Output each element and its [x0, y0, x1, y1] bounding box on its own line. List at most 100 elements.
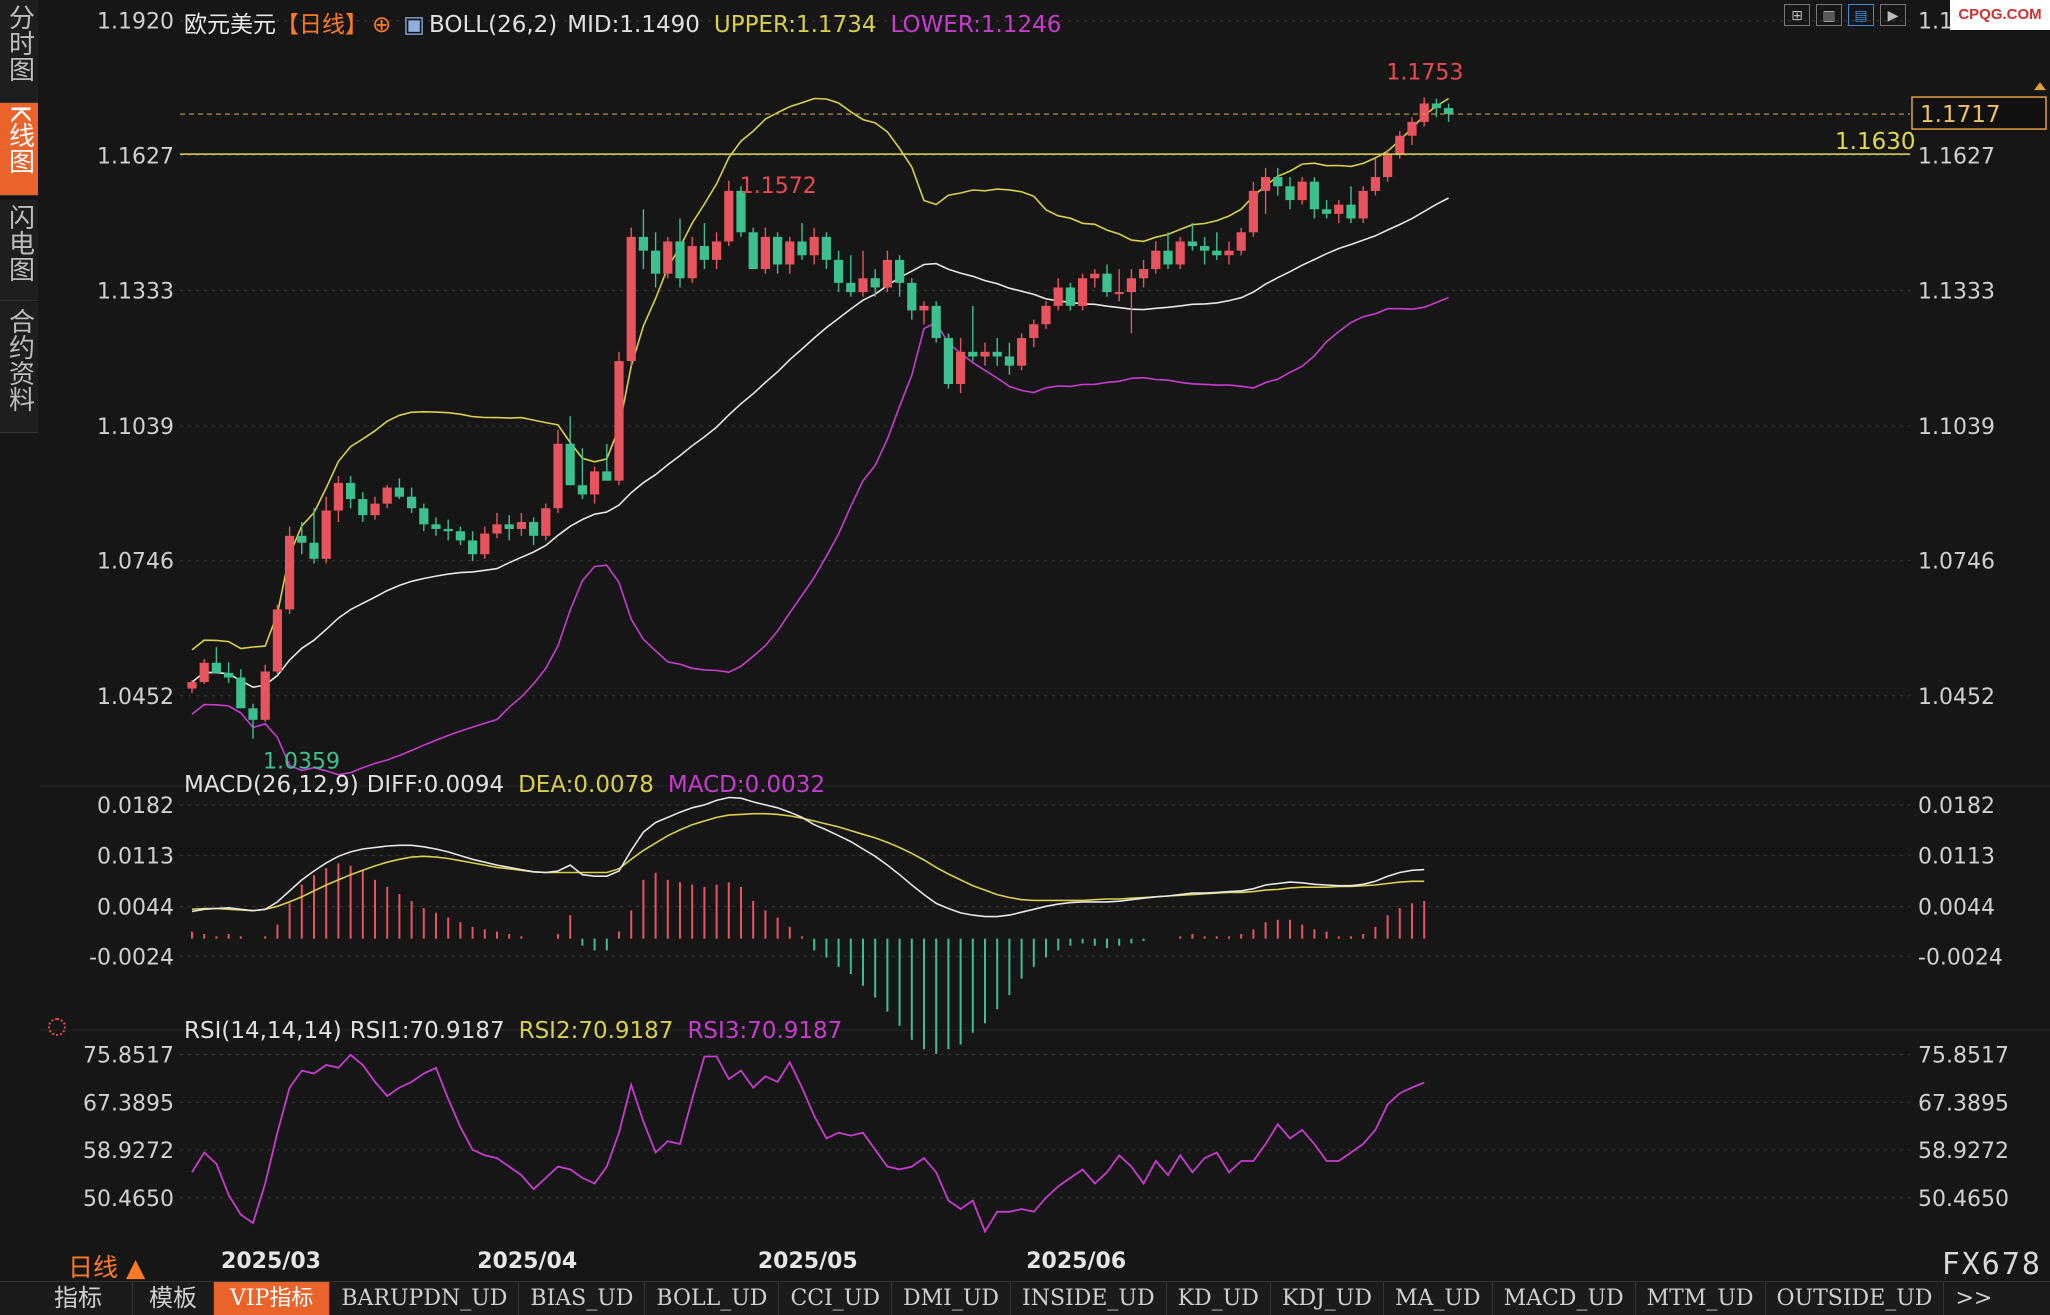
candle-body	[199, 662, 209, 683]
tab-contract-info-label: 合约资料	[4, 308, 35, 412]
tab-mtm[interactable]: MTM_UD	[1636, 1282, 1766, 1315]
candle-body	[663, 241, 673, 274]
candle-body	[1334, 204, 1344, 214]
brand-label: FX678	[1941, 1247, 2042, 1282]
candle-body	[651, 250, 661, 274]
tab-kline-chart[interactable]: K线图	[0, 103, 38, 196]
macd-value: MACD:0.0032	[667, 772, 826, 798]
candle-body	[675, 241, 685, 279]
tab-time-chart-label: 分时图	[4, 4, 35, 82]
candle-body	[1395, 135, 1405, 155]
candle-body	[504, 524, 514, 529]
candle-body	[285, 535, 295, 610]
rsi-panel	[191, 1053, 1425, 1234]
macd-ytick-right: 0.0182	[1918, 794, 1995, 819]
diff-line	[191, 796, 1425, 918]
settings-icon[interactable]	[48, 1018, 66, 1036]
tab-outside[interactable]: OUTSIDE_UD	[1766, 1282, 1945, 1315]
candle-body	[455, 531, 465, 541]
boll-upper-line	[191, 97, 1450, 651]
candle-body	[760, 236, 770, 270]
period-selector[interactable]: 日线 ▲	[68, 1248, 145, 1284]
candle-body	[1004, 356, 1014, 366]
candle-body	[1041, 305, 1051, 325]
current-price-box	[1911, 96, 2047, 130]
tab-ma[interactable]: MA_UD	[1384, 1282, 1493, 1315]
candle-body	[382, 487, 392, 504]
candle-body	[431, 524, 441, 529]
tab-more[interactable]: >>	[1955, 1286, 1993, 1311]
price-ytick-right: 1.0452	[1918, 685, 1995, 710]
candle-body	[931, 305, 941, 339]
grid-icon[interactable]: ⊞	[1784, 4, 1810, 26]
rsi-ytick-right: 50.4650	[1918, 1187, 2009, 1212]
forward-icon[interactable]: ▶	[1880, 4, 1906, 26]
tab-bias[interactable]: BIAS_UD	[519, 1282, 646, 1315]
candle-body	[443, 528, 453, 532]
price-header: 欧元美元【日线】 ⊕ ▣ BOLL(26,2) MID:1.1490 UPPER:1.17…	[184, 5, 1075, 39]
tab-kdj[interactable]: KDJ_UD	[1271, 1282, 1384, 1315]
candle-body	[272, 609, 282, 672]
price-ytick-left: 1.1920	[97, 10, 174, 35]
symbol-name: 欧元美元	[184, 12, 276, 38]
candle-body	[468, 540, 478, 555]
price-ytick-left: 1.1039	[97, 415, 174, 440]
macd-ytick-left: -0.0024	[89, 945, 174, 970]
candle-body	[773, 236, 783, 265]
rsi-ytick-left: 50.4650	[83, 1187, 174, 1212]
candle-body	[1358, 190, 1368, 219]
toolbar-icons: ⊞ ▥ ▤ ▶	[1784, 4, 1906, 26]
macd-ytick-right: 0.0044	[1918, 895, 1995, 920]
rsi-label: RSI(14,14,14)	[184, 1018, 342, 1044]
x-tick-label: 2025/04	[477, 1249, 577, 1274]
tab-dmi[interactable]: DMI_UD	[892, 1282, 1012, 1315]
candle-body	[419, 508, 429, 525]
tab-kd[interactable]: KD_UD	[1167, 1282, 1271, 1315]
candle-body	[1224, 250, 1234, 256]
price-arrow-icon	[2034, 82, 2046, 91]
tab-time-chart[interactable]: 分时图	[0, 0, 38, 103]
tab-contract-info[interactable]: 合约资料	[0, 302, 38, 433]
macd-ytick-left: 0.0044	[97, 895, 174, 920]
candle-body	[797, 241, 807, 256]
rsi-ytick-left: 58.9272	[83, 1139, 174, 1164]
tab-barupdn[interactable]: BARUPDN_UD	[330, 1282, 520, 1315]
add-indicator-icon[interactable]: ⊕	[372, 12, 392, 38]
tab-flash-chart[interactable]: 闪电图	[0, 200, 38, 301]
chart-mode-icon[interactable]: ▤	[1848, 4, 1874, 26]
candle-body	[809, 236, 819, 256]
macd-ytick-right: 0.0113	[1918, 845, 1995, 870]
tab-inside[interactable]: INSIDE_UD	[1011, 1282, 1167, 1315]
tab-vip-indicators[interactable]: VIP指标	[214, 1282, 331, 1315]
tab-boll[interactable]: BOLL_UD	[645, 1282, 780, 1315]
macd-ytick-left: 0.0182	[97, 794, 174, 819]
candle-body	[297, 535, 307, 543]
candle-body	[1236, 232, 1246, 251]
tab-indicators[interactable]: 指标	[0, 1282, 133, 1315]
rsi-ytick-left: 67.3895	[83, 1091, 174, 1116]
rsi2-value: RSI2:70.9187	[518, 1018, 674, 1044]
boll-lower: LOWER:1.1246	[890, 12, 1062, 38]
boll-lower-line	[191, 296, 1449, 776]
candle-body	[1297, 181, 1307, 201]
caret-up-icon: ▲	[125, 1253, 146, 1282]
macd-panel	[191, 796, 1426, 1054]
candle-body	[870, 278, 880, 288]
tab-cci[interactable]: CCI_UD	[779, 1282, 892, 1315]
candle-body	[1078, 278, 1088, 306]
candle-view-icon[interactable]: ▥	[1816, 4, 1842, 26]
tab-templates[interactable]: 模板	[133, 1282, 214, 1315]
rsi-line	[191, 1053, 1425, 1234]
x-tick-label: 2025/05	[758, 1249, 858, 1274]
indicator-switch-icon[interactable]: ▣	[403, 12, 426, 38]
rsi-ytick-right: 67.3895	[1918, 1091, 2009, 1116]
macd-dea: DEA:0.0078	[518, 772, 654, 798]
candle-body	[321, 510, 331, 559]
candle-body	[1346, 204, 1356, 219]
tab-macd[interactable]: MACD_UD	[1493, 1282, 1636, 1315]
candle-body	[687, 246, 697, 279]
low-annotation: 1.0359	[263, 750, 340, 775]
candle-body	[333, 482, 343, 511]
